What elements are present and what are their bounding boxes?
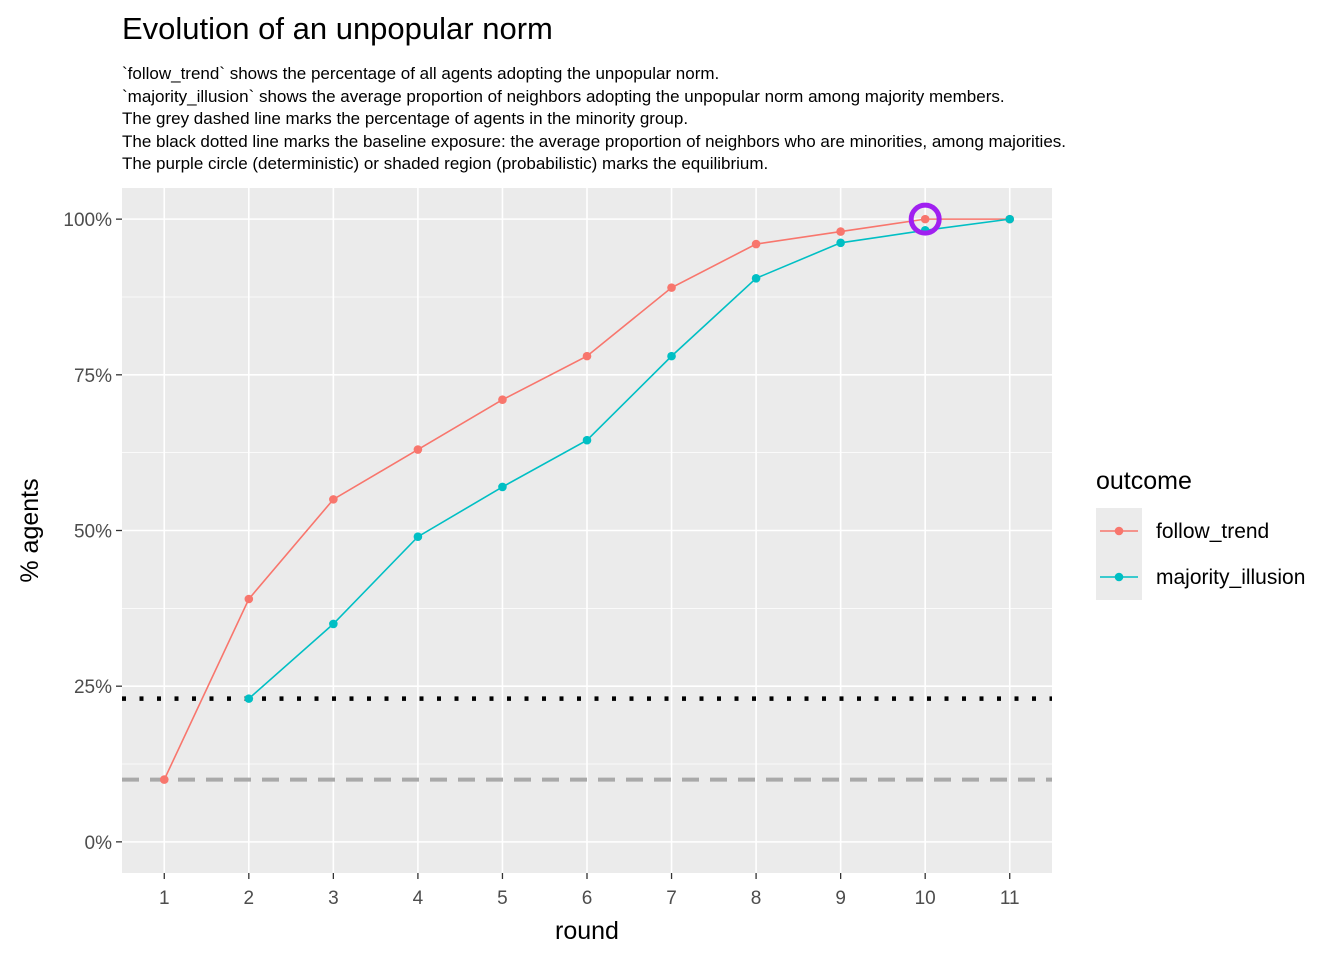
x-tick-label: 1 xyxy=(159,888,170,909)
series-line-majority_illusion xyxy=(248,218,1010,700)
x-tick-label: 3 xyxy=(328,888,339,909)
data-point-majority_illusion xyxy=(836,238,845,248)
y-tick-label: 0% xyxy=(85,833,113,854)
data-point-follow_trend xyxy=(413,445,423,454)
legend-label: follow_trend xyxy=(1156,520,1269,543)
legend-key-point xyxy=(1114,572,1124,582)
data-point-follow_trend xyxy=(159,775,169,784)
y-axis-title: % agents xyxy=(16,478,44,582)
x-tick-label: 7 xyxy=(666,888,677,909)
data-point-follow_trend xyxy=(582,351,592,361)
subtitle-line: `follow_trend` shows the percentage of a… xyxy=(122,64,720,83)
data-point-follow_trend xyxy=(498,395,507,405)
x-tick-label: 10 xyxy=(915,888,936,909)
x-tick-label: 4 xyxy=(413,888,424,909)
plot-panel xyxy=(122,188,1052,873)
equilibrium-marker xyxy=(908,202,942,236)
y-tick-label: 50% xyxy=(74,522,112,543)
subtitle-line: The grey dashed line marks the percentag… xyxy=(122,109,689,128)
subtitle-line: `majority_illusion` shows the average pr… xyxy=(122,86,1005,106)
legend-label: majority_illusion xyxy=(1156,566,1305,589)
data-point-majority_illusion xyxy=(582,435,592,445)
axes: 0% 25% 50% 75% 100% 1 2 3 4 5 6 7 8 9 10 11 round % agent… xyxy=(16,210,1020,945)
x-tick-label: 5 xyxy=(497,888,508,909)
x-axis-title: round xyxy=(555,917,619,945)
data-point-majority_illusion xyxy=(413,532,423,542)
data-point-follow_trend xyxy=(751,239,761,249)
data-point-follow_trend xyxy=(920,214,930,224)
data-point-follow_trend xyxy=(244,594,254,604)
chart-title: Evolution of an unpopular norm xyxy=(122,11,553,46)
y-tick-label: 75% xyxy=(74,366,112,387)
x-tick-label: 9 xyxy=(835,888,846,909)
data-point-follow_trend xyxy=(667,283,676,292)
x-tick-label: 2 xyxy=(244,888,255,909)
legend-title: outcome xyxy=(1096,467,1192,495)
data-point-majority_illusion xyxy=(244,694,254,703)
legend: outcome follow_trend majority_illusion xyxy=(1096,467,1305,600)
subtitle-line: The black dotted line marks the baseline… xyxy=(122,131,1067,151)
data-point-majority_illusion xyxy=(329,619,338,629)
data-point-majority_illusion xyxy=(1005,214,1015,224)
data-point-follow_trend xyxy=(329,495,338,504)
subtitle-line: The purple circle (deterministic) or sha… xyxy=(122,154,769,173)
x-tick-label: 6 xyxy=(582,888,593,909)
y-tick-label: 100% xyxy=(63,210,112,231)
data-point-follow_trend xyxy=(836,227,845,236)
y-tick-label: 25% xyxy=(74,677,112,698)
chart-subtitle: `follow_trend` shows the percentage of a… xyxy=(122,63,1066,176)
x-tick-label: 8 xyxy=(751,888,762,909)
x-tick-label: 11 xyxy=(1000,888,1020,909)
legend-key-point xyxy=(1114,526,1124,536)
data-point-majority_illusion xyxy=(751,273,761,283)
data-point-majority_illusion xyxy=(667,351,676,361)
data-point-majority_illusion xyxy=(498,482,507,492)
